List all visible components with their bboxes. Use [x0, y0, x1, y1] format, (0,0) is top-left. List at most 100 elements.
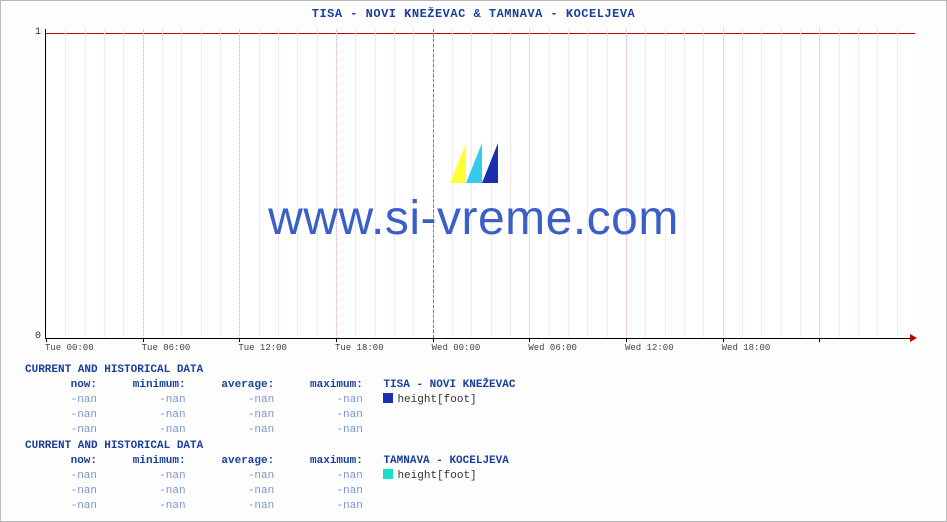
grid-line	[317, 29, 318, 338]
logo-tri-3	[482, 143, 498, 183]
val-avg: -nan	[192, 393, 274, 408]
chart-plot-area	[45, 29, 915, 339]
grid-line	[587, 29, 588, 338]
grid-line	[278, 29, 279, 338]
val-min: -nan	[104, 408, 186, 423]
grid-line	[162, 29, 163, 338]
series-2-label: TAMNAVA - KOCELJEVA	[369, 454, 508, 469]
legend-1: height[foot]	[369, 393, 476, 408]
val-min: -nan	[104, 484, 186, 499]
val-avg: -nan	[192, 499, 274, 514]
y-tick-1: 1	[31, 27, 41, 38]
legend-2: height[foot]	[369, 469, 476, 484]
grid-line	[471, 29, 472, 338]
chart-title: TISA - NOVI KNEŽEVAC & TAMNAVA - KOCELJE…	[1, 7, 946, 21]
grid-line	[529, 29, 530, 338]
x-tick	[239, 338, 240, 342]
x-label: Wed 18:00	[722, 343, 771, 353]
chart-frame: www.si-vreme.com TISA - NOVI KNEŽEVAC & …	[0, 0, 947, 522]
grid-line	[123, 29, 124, 338]
watermark-text: www.si-vreme.com	[268, 191, 679, 246]
data-row: -nan -nan -nan -nan	[25, 484, 509, 499]
data-row: -nan -nan -nan -nan height[foot]	[25, 469, 509, 484]
val-max: -nan	[281, 499, 363, 514]
swatch-2-icon	[383, 469, 393, 479]
logo-tri-1	[450, 143, 466, 183]
col-max: maximum:	[281, 378, 363, 393]
x-label: Tue 00:00	[45, 343, 94, 353]
val-now: -nan	[25, 408, 97, 423]
grid-line	[877, 29, 878, 338]
val-max: -nan	[281, 423, 363, 438]
grid-line	[510, 29, 511, 338]
col-avg: average:	[192, 378, 274, 393]
legend-2-text: height[foot]	[397, 469, 476, 484]
grid-line	[143, 29, 144, 338]
data-block-2-header: CURRENT AND HISTORICAL DATA	[25, 439, 509, 454]
x-axis-arrow-icon	[910, 334, 917, 342]
x-label: Wed 00:00	[432, 343, 481, 353]
x-label: Wed 06:00	[528, 343, 577, 353]
grid-line	[259, 29, 260, 338]
grid-line	[684, 29, 685, 338]
grid-line	[858, 29, 859, 338]
grid-line	[568, 29, 569, 338]
grid-line	[549, 29, 550, 338]
data-row: -nan -nan -nan -nan height[foot]	[25, 393, 515, 408]
data-row: -nan -nan -nan -nan	[25, 499, 509, 514]
data-block-1: CURRENT AND HISTORICAL DATA now: minimum…	[25, 363, 515, 438]
x-label: Tue 18:00	[335, 343, 384, 353]
x-tick	[433, 338, 434, 342]
x-label: Wed 12:00	[625, 343, 674, 353]
val-min: -nan	[104, 469, 186, 484]
grid-line	[839, 29, 840, 338]
grid-line	[201, 29, 202, 338]
swatch-1-icon	[383, 393, 393, 403]
grid-line	[65, 29, 66, 338]
x-tick	[143, 338, 144, 342]
val-now: -nan	[25, 423, 97, 438]
val-avg: -nan	[192, 423, 274, 438]
grid-line	[819, 29, 820, 338]
data-block-1-header: CURRENT AND HISTORICAL DATA	[25, 363, 515, 378]
val-now: -nan	[25, 469, 97, 484]
grid-line	[239, 29, 240, 338]
val-max: -nan	[281, 393, 363, 408]
val-min: -nan	[104, 423, 186, 438]
logo-tri-2	[466, 143, 482, 183]
x-tick	[529, 338, 530, 342]
val-max: -nan	[281, 469, 363, 484]
grid-line	[355, 29, 356, 338]
grid-line	[742, 29, 743, 338]
grid-line	[491, 29, 492, 338]
val-max: -nan	[281, 408, 363, 423]
grid-line	[781, 29, 782, 338]
grid-line	[665, 29, 666, 338]
grid-line	[181, 29, 182, 338]
col-min: minimum:	[104, 454, 186, 469]
data-block-2: CURRENT AND HISTORICAL DATA now: minimum…	[25, 439, 509, 514]
x-tick	[723, 338, 724, 342]
grid-line	[220, 29, 221, 338]
x-tick	[626, 338, 627, 342]
midnight-line	[433, 29, 434, 338]
col-min: minimum:	[104, 378, 186, 393]
col-now: now:	[25, 454, 97, 469]
data-block-2-columns: now: minimum: average: maximum: TAMNAVA …	[25, 454, 509, 469]
val-now: -nan	[25, 499, 97, 514]
col-now: now:	[25, 378, 97, 393]
val-now: -nan	[25, 393, 97, 408]
legend-1-text: height[foot]	[397, 393, 476, 408]
watermark-logo-icon	[450, 143, 498, 183]
grid-line	[626, 29, 627, 338]
grid-line	[394, 29, 395, 338]
col-max: maximum:	[281, 454, 363, 469]
grid-line	[645, 29, 646, 338]
grid-line	[297, 29, 298, 338]
grid-line	[761, 29, 762, 338]
val-avg: -nan	[192, 484, 274, 499]
grid-line	[104, 29, 105, 338]
val-now: -nan	[25, 484, 97, 499]
x-tick	[46, 338, 47, 342]
chart-top-line	[46, 33, 915, 34]
